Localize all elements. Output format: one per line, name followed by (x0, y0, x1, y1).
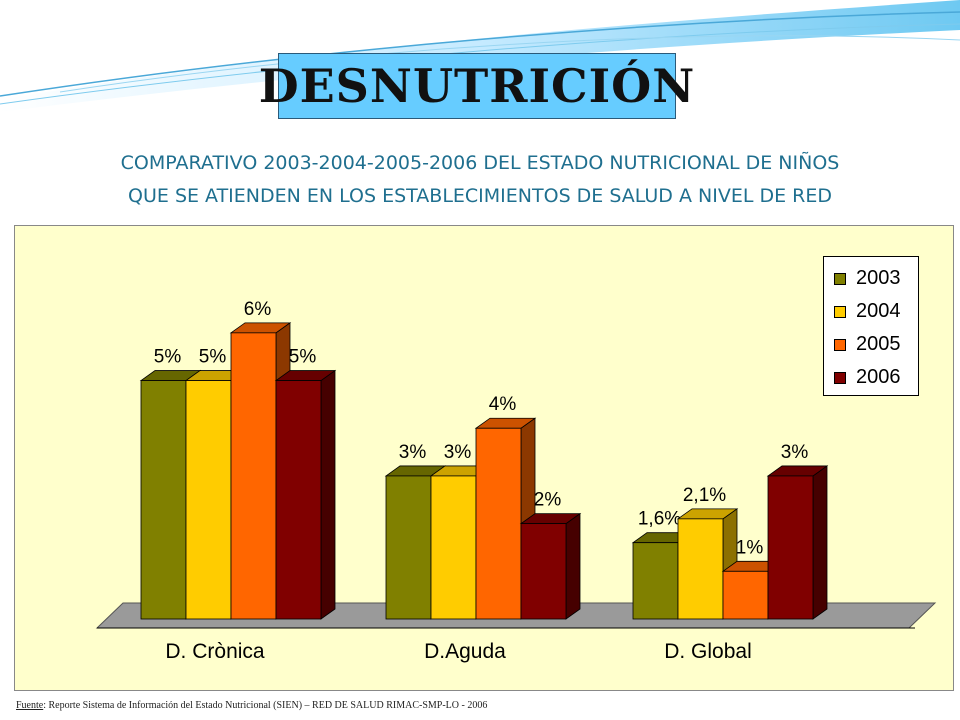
data-label-2003-2: 1,6% (638, 509, 681, 530)
legend-item-2006: 2006 (834, 366, 901, 389)
subtitle-line-2: QUE SE ATIENDEN EN LOS ESTABLECIMIENTOS … (40, 180, 920, 213)
slide-subtitle: COMPARATIVO 2003-2004-2005-2006 DEL ESTA… (40, 147, 920, 213)
data-label-2004-0: 5% (199, 347, 227, 368)
data-label-2004-2: 2,1% (683, 485, 726, 506)
subtitle-line-1: COMPARATIVO 2003-2004-2005-2006 DEL ESTA… (40, 147, 920, 180)
data-label-2003-0: 5% (154, 347, 182, 368)
data-label-2004-1: 3% (444, 442, 472, 463)
bar-2004-1 (431, 476, 476, 619)
bar-side-2006-1 (566, 514, 580, 619)
legend-swatch-2005 (834, 339, 846, 351)
bar-2003-2 (633, 543, 678, 619)
legend-label-2005: 2005 (856, 333, 901, 356)
chart-area: 5% 5% 6% 5% D. Crònica 3% 3% 4% 2% D.Aguda 1,6% 2,1… (14, 225, 954, 691)
bar-2005-0 (231, 333, 276, 619)
data-label-2006-2: 3% (781, 442, 809, 463)
bar-2004-2 (678, 519, 723, 619)
legend-label-2006: 2006 (856, 366, 901, 389)
data-label-2003-1: 3% (399, 442, 427, 463)
category-label-1: D.Aguda (424, 640, 506, 663)
legend-swatch-2004 (834, 306, 846, 318)
legend-swatch-2006 (834, 372, 846, 384)
data-label-2005-1: 4% (489, 394, 517, 415)
title-box: DESNUTRICIÓN (278, 53, 676, 119)
bar-chart: 5% 5% 6% 5% D. Crònica 3% 3% 4% 2% D.Aguda 1,6%2,1… (15, 226, 955, 692)
legend-item-2005: 2005 (834, 333, 901, 356)
legend-swatch-2003 (834, 273, 846, 285)
data-label-2005-0: 6% (244, 299, 272, 320)
legend-item-2003: 2003 (834, 267, 901, 290)
bar-2004-0 (186, 381, 231, 619)
source-text: : Reporte Sistema de Información del Est… (43, 700, 487, 711)
bar-side-2006-0 (321, 371, 335, 619)
legend-item-2004: 2004 (834, 300, 901, 323)
category-label-2: D. Global (664, 640, 752, 663)
category-label-0: D. Crònica (165, 640, 265, 663)
bar-2003-0 (141, 381, 186, 619)
bar-2006-2 (768, 476, 813, 619)
bar-2006-0 (276, 381, 321, 619)
slide-title: DESNUTRICIÓN (259, 59, 696, 113)
legend-label-2003: 2003 (856, 267, 901, 290)
source-note: Fuente: Reporte Sistema de Información d… (16, 700, 916, 711)
bar-side-2006-2 (813, 466, 827, 619)
data-label-2005-2: 1% (736, 537, 764, 558)
bar-2005-1 (476, 428, 521, 619)
chart-legend: 2003 2004 2005 2006 (823, 256, 919, 396)
bar-2003-1 (386, 476, 431, 619)
data-label-2006-0: 5% (289, 347, 317, 368)
bar-2006-1 (521, 524, 566, 619)
bar-2005-2 (723, 571, 768, 619)
data-label-2006-1: 2% (534, 490, 562, 511)
source-label: Fuente (16, 700, 43, 711)
legend-label-2004: 2004 (856, 300, 901, 323)
